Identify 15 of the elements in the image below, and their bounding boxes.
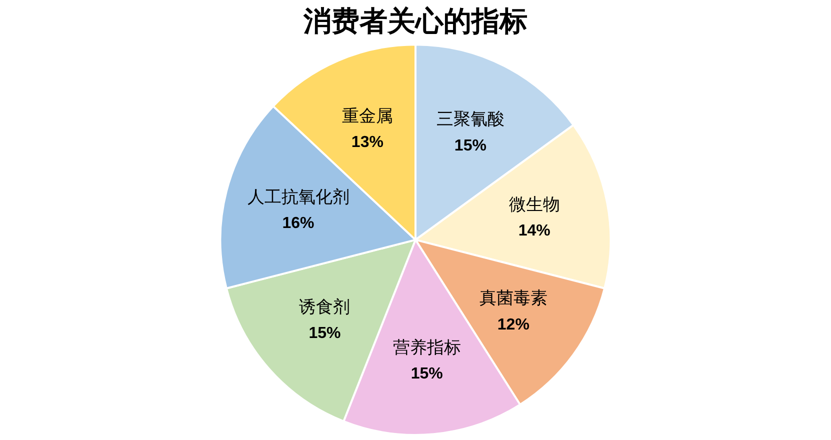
slice-label: 人工抗氧化剂 [247,187,350,206]
data-label: 15% [454,137,486,154]
data-label: 16% [282,215,314,232]
slice-label: 真菌毒素 [479,288,548,308]
data-label: 14% [518,222,550,240]
slice-label: 诱食剂 [299,298,350,317]
data-label: 15% [410,366,443,383]
data-label: 12% [497,316,530,334]
chart-title: 消费者关心的指标 [302,6,528,37]
slice-label: 重金属 [342,106,393,126]
data-label: 15% [308,325,341,342]
data-label: 13% [351,134,384,152]
slice-label: 营养指标 [392,338,461,357]
slice-label: 微生物 [508,194,560,214]
slice-label: 三聚氰酸 [436,110,504,129]
